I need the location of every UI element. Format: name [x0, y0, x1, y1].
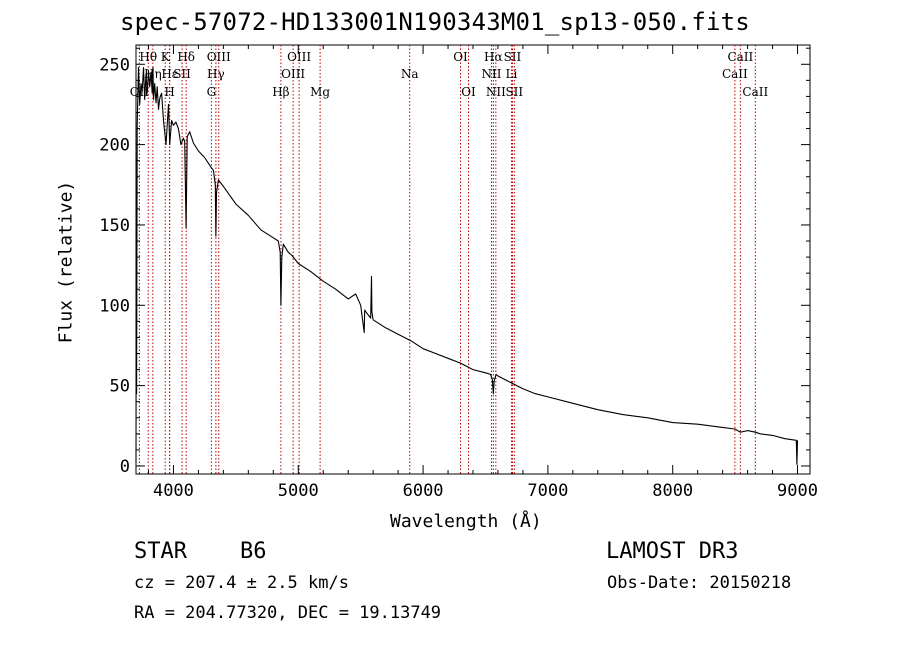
line-label: CaII: [742, 85, 768, 99]
line-label: G: [207, 85, 217, 99]
line-label: OI: [453, 50, 468, 64]
y-tick-label: 0: [120, 457, 130, 477]
line-label: OIII: [207, 50, 231, 64]
line-label: SII: [504, 50, 522, 64]
line-label: Li: [506, 67, 518, 81]
line-label: OI: [461, 85, 476, 99]
object-subclass: B6: [240, 539, 267, 564]
line-label: Na: [401, 67, 419, 81]
series-group: [135, 66, 799, 465]
line-label: OIII: [281, 67, 305, 81]
line-label: Hδ: [177, 50, 195, 64]
x-tick-label: 8000: [652, 481, 693, 501]
line-label: OII: [130, 85, 150, 99]
y-tick-label: 250: [99, 55, 130, 75]
x-tick-label: 6000: [403, 481, 444, 501]
chart-title: spec-57072-HD133001N190343M01_sp13-050.f…: [120, 8, 750, 36]
survey-name: LAMOST DR3: [606, 539, 739, 564]
axes: 4000 5000 6000 7000 8000 9000 0 50 100 150 200 250: [99, 45, 818, 501]
line-label: Hε: [161, 67, 178, 81]
x-tick-label: 5000: [278, 481, 319, 501]
line-label: Mg: [310, 85, 330, 99]
y-tick-label: 50: [110, 377, 130, 397]
y-tick-label: 200: [99, 136, 130, 156]
y-tick-label: 100: [99, 296, 130, 316]
y-axis-label: Flux (relative): [55, 180, 77, 344]
x-tick-label: 4000: [153, 481, 194, 501]
line-label: Hγ: [207, 67, 225, 81]
x-tick-label: 9000: [777, 481, 818, 501]
line-label: CaII: [727, 50, 753, 64]
line-label: CaII: [722, 67, 748, 81]
line-label: Hθ: [139, 50, 157, 64]
object-class: STAR: [134, 539, 187, 564]
line-label: OIII: [287, 50, 311, 64]
spectrum-line: [135, 66, 799, 465]
plot-frame: [135, 44, 811, 475]
line-label: Hβ: [272, 85, 289, 99]
redshift-readout: cz = 207.4 ± 2.5 km/s: [134, 573, 349, 593]
line-label: NII: [486, 85, 506, 99]
x-tick-label: 7000: [527, 481, 568, 501]
line-label: NII: [481, 67, 501, 81]
line-label: H: [164, 85, 174, 99]
line-label: SII: [173, 67, 191, 81]
spectral-line-markers: [138, 45, 756, 474]
line-label: K: [161, 50, 171, 64]
coordinates: RA = 204.77320, DEC = 19.13749: [134, 603, 442, 623]
x-axis-label: Wavelength (Å): [390, 511, 542, 532]
obs-date: Obs-Date: 20150218: [607, 573, 792, 593]
y-tick-label: 150: [99, 216, 130, 236]
line-label: Hα: [484, 50, 503, 64]
line-label: Hη: [144, 67, 162, 81]
line-label: SII: [505, 85, 523, 99]
